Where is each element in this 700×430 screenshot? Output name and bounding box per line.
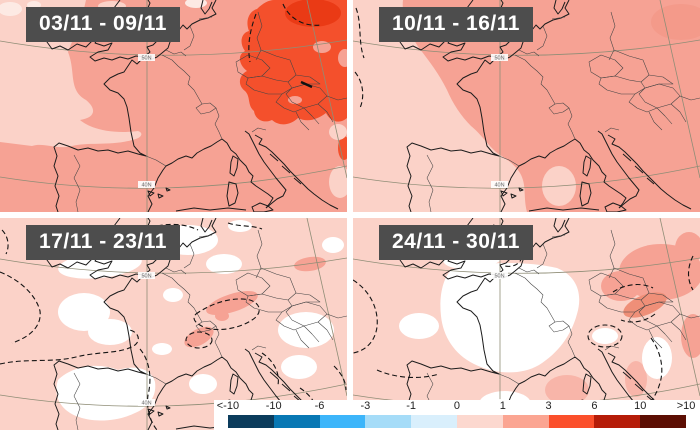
scale-tick-label: -6 (314, 400, 325, 412)
scale-color-swatch (365, 415, 412, 428)
date-range-label-week3: 17/11 - 23/11 (26, 225, 180, 260)
colorbar-tick-labels: <-10 -10 -6 -3 -1 0 1 3 6 10 >10 (205, 400, 700, 414)
latitude-labels: 50N 40N (138, 54, 155, 189)
contour-layer (248, 3, 322, 89)
contour-layer (0, 222, 347, 430)
scale-color-swatch (548, 415, 595, 428)
latitude-label-50n: 50N (141, 274, 151, 280)
latitude-label-50n: 50N (494, 274, 504, 280)
forecast-panel-week3: 50N 40N 17/11 - 23/11 (0, 218, 347, 430)
forecast-panel-week4: 50N 40N 24/11 - 30/11 (353, 218, 700, 430)
scale-color-swatch (456, 415, 503, 428)
scale-color-swatch (228, 415, 274, 428)
scale-tick-label: 0 (453, 400, 461, 412)
scale-color-swatch (411, 415, 457, 428)
latitude-label-50n: 50N (141, 56, 151, 62)
scale-tick-label: <-10 (216, 400, 240, 412)
date-range-label-week4: 24/11 - 30/11 (379, 225, 533, 260)
latitude-labels: 50N 40N (138, 272, 155, 407)
scale-tick-label: 10 (634, 400, 647, 412)
temperature-anomaly-colorbar: <-10 -10 -6 -3 -1 0 1 3 6 10 >10 (214, 400, 700, 430)
scale-tick-label: -1 (406, 400, 417, 412)
anomaly-shading-layer (0, 0, 347, 198)
scale-color-swatch (502, 415, 549, 428)
scale-tick-label: -3 (360, 400, 371, 412)
scale-color-swatch (594, 415, 641, 428)
scale-color-swatch (640, 415, 686, 428)
anomaly-map-week2: 50N 40N (353, 0, 700, 212)
scale-color-swatch (273, 415, 320, 428)
colorbar-swatches (228, 415, 686, 428)
latitude-label-50n: 50N (494, 56, 504, 62)
scale-color-swatch (319, 415, 366, 428)
scale-tick-label: 1 (499, 400, 506, 412)
scale-tick-label: 6 (591, 400, 598, 412)
latitude-labels: 50N 40N (491, 54, 508, 189)
latitude-label-40n: 40N (494, 183, 504, 189)
scale-tick-label: -10 (265, 400, 282, 412)
forecast-panel-week2: 50N 40N 10/11 - 16/11 (353, 0, 700, 212)
contour-layer (354, 7, 365, 109)
date-range-label-week1: 03/11 - 09/11 (26, 7, 180, 42)
forecast-panel-week1: 50N 40N 03/11 - 09/11 (0, 0, 347, 212)
date-range-label-week2: 10/11 - 16/11 (379, 7, 533, 42)
scale-tick-label: >10 (676, 400, 696, 412)
scale-tick-label: 3 (545, 400, 552, 412)
latitude-label-40n: 40N (141, 183, 151, 189)
latitude-label-40n: 40N (141, 401, 151, 407)
